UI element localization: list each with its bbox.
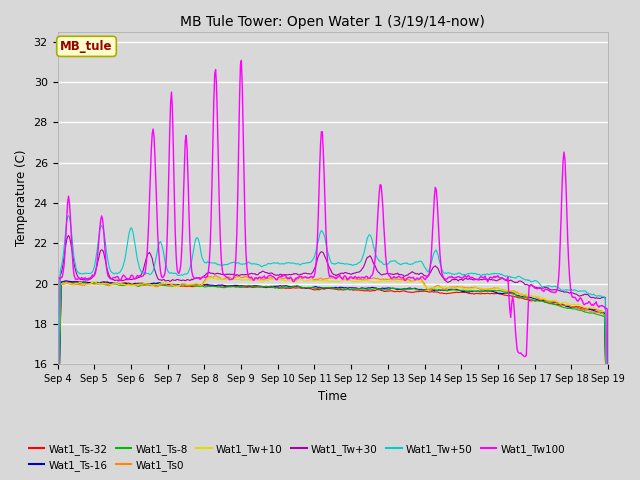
Wat1_Tw100 (469, 275, 477, 281)
Wat1_Ts-32 (422, 288, 430, 294)
Wat1_Ts-16 (604, 476, 612, 480)
Wat1_Ts0 (379, 276, 387, 282)
Wat1_Tw100 (422, 275, 430, 281)
Wat1_Ts-16 (422, 287, 430, 292)
Wat1_Ts0 (54, 453, 61, 459)
Wat1_Ts-32 (54, 459, 61, 465)
Wat1_Tw100 (54, 411, 61, 417)
Wat1_Tw+10 (469, 286, 477, 291)
Wat1_Ts-16 (304, 285, 312, 291)
Wat1_Tw+50 (304, 260, 312, 265)
Wat1_Tw+10 (379, 278, 387, 284)
Wat1_Ts0 (211, 273, 218, 279)
Wat1_Tw+30 (196, 276, 204, 281)
Wat1_Tw+10 (208, 275, 216, 280)
Line: Wat1_Ts-32: Wat1_Ts-32 (58, 282, 608, 479)
Wat1_Ts-16 (152, 281, 160, 287)
Wat1_Tw+10 (195, 282, 203, 288)
Line: Wat1_Tw+10: Wat1_Tw+10 (58, 277, 608, 473)
Wat1_Ts-8 (152, 282, 160, 288)
Line: Wat1_Ts-16: Wat1_Ts-16 (58, 281, 608, 479)
Wat1_Tw+50 (604, 462, 612, 468)
Line: Wat1_Tw+50: Wat1_Tw+50 (58, 216, 608, 465)
Wat1_Ts0 (195, 283, 203, 288)
Wat1_Tw+10 (151, 282, 159, 288)
Wat1_Tw+50 (469, 271, 477, 276)
Wat1_Ts0 (151, 283, 159, 289)
Wat1_Ts-8 (304, 285, 312, 290)
Wat1_Tw+30 (65, 233, 72, 239)
Wat1_Ts-32 (379, 288, 387, 293)
Wat1_Ts-32 (72, 279, 80, 285)
Wat1_Tw+30 (379, 272, 387, 277)
Wat1_Ts0 (469, 285, 477, 290)
Wat1_Ts0 (604, 472, 612, 478)
Line: Wat1_Ts0: Wat1_Ts0 (58, 276, 608, 475)
Wat1_Ts-8 (604, 479, 612, 480)
Wat1_Tw+50 (65, 213, 72, 218)
Wat1_Tw+30 (604, 462, 612, 468)
Wat1_Tw+50 (196, 243, 204, 249)
Wat1_Tw+30 (469, 277, 477, 283)
Wat1_Tw+50 (152, 256, 160, 262)
Wat1_Ts-16 (63, 278, 70, 284)
Wat1_Tw+50 (54, 447, 61, 453)
X-axis label: Time: Time (318, 390, 348, 403)
Wat1_Ts-8 (469, 288, 477, 294)
Line: Wat1_Tw+30: Wat1_Tw+30 (58, 236, 608, 465)
Wat1_Ts-8 (54, 460, 61, 466)
Line: Wat1_Tw100: Wat1_Tw100 (58, 60, 608, 434)
Wat1_Ts-16 (469, 288, 477, 294)
Wat1_Tw100 (304, 275, 312, 281)
Wat1_Tw100 (151, 154, 159, 160)
Wat1_Tw+50 (422, 266, 430, 272)
Wat1_Ts-16 (54, 460, 61, 466)
Text: MB_tule: MB_tule (60, 40, 113, 53)
Y-axis label: Temperature (C): Temperature (C) (15, 150, 28, 246)
Wat1_Tw+10 (604, 470, 612, 476)
Wat1_Ts-8 (422, 287, 430, 293)
Wat1_Tw+10 (54, 454, 61, 460)
Title: MB Tule Tower: Open Water 1 (3/19/14-now): MB Tule Tower: Open Water 1 (3/19/14-now… (180, 15, 485, 29)
Wat1_Tw100 (379, 206, 387, 212)
Wat1_Ts0 (304, 274, 312, 280)
Wat1_Tw100 (604, 431, 612, 437)
Wat1_Ts0 (422, 284, 430, 290)
Wat1_Ts-32 (152, 281, 160, 287)
Wat1_Tw100 (237, 58, 245, 63)
Wat1_Tw100 (195, 276, 203, 281)
Wat1_Tw+30 (304, 271, 312, 276)
Wat1_Ts-32 (469, 290, 477, 296)
Wat1_Ts-8 (379, 287, 387, 293)
Line: Wat1_Ts-8: Wat1_Ts-8 (58, 283, 608, 480)
Wat1_Ts-16 (379, 285, 387, 291)
Wat1_Ts-8 (196, 284, 204, 289)
Wat1_Tw+30 (152, 271, 160, 276)
Wat1_Tw+30 (422, 273, 430, 279)
Wat1_Tw+10 (304, 278, 312, 284)
Wat1_Tw+50 (379, 261, 387, 267)
Wat1_Tw+10 (422, 284, 430, 290)
Wat1_Ts-32 (604, 476, 612, 480)
Wat1_Ts-16 (196, 282, 204, 288)
Wat1_Ts-32 (196, 282, 204, 288)
Legend: Wat1_Ts-32, Wat1_Ts-16, Wat1_Ts-8, Wat1_Ts0, Wat1_Tw+10, Wat1_Tw+30, Wat1_Tw+50,: Wat1_Ts-32, Wat1_Ts-16, Wat1_Ts-8, Wat1_… (24, 439, 570, 475)
Wat1_Ts-8 (87, 280, 95, 286)
Wat1_Tw+30 (54, 451, 61, 456)
Wat1_Ts-32 (304, 285, 312, 291)
